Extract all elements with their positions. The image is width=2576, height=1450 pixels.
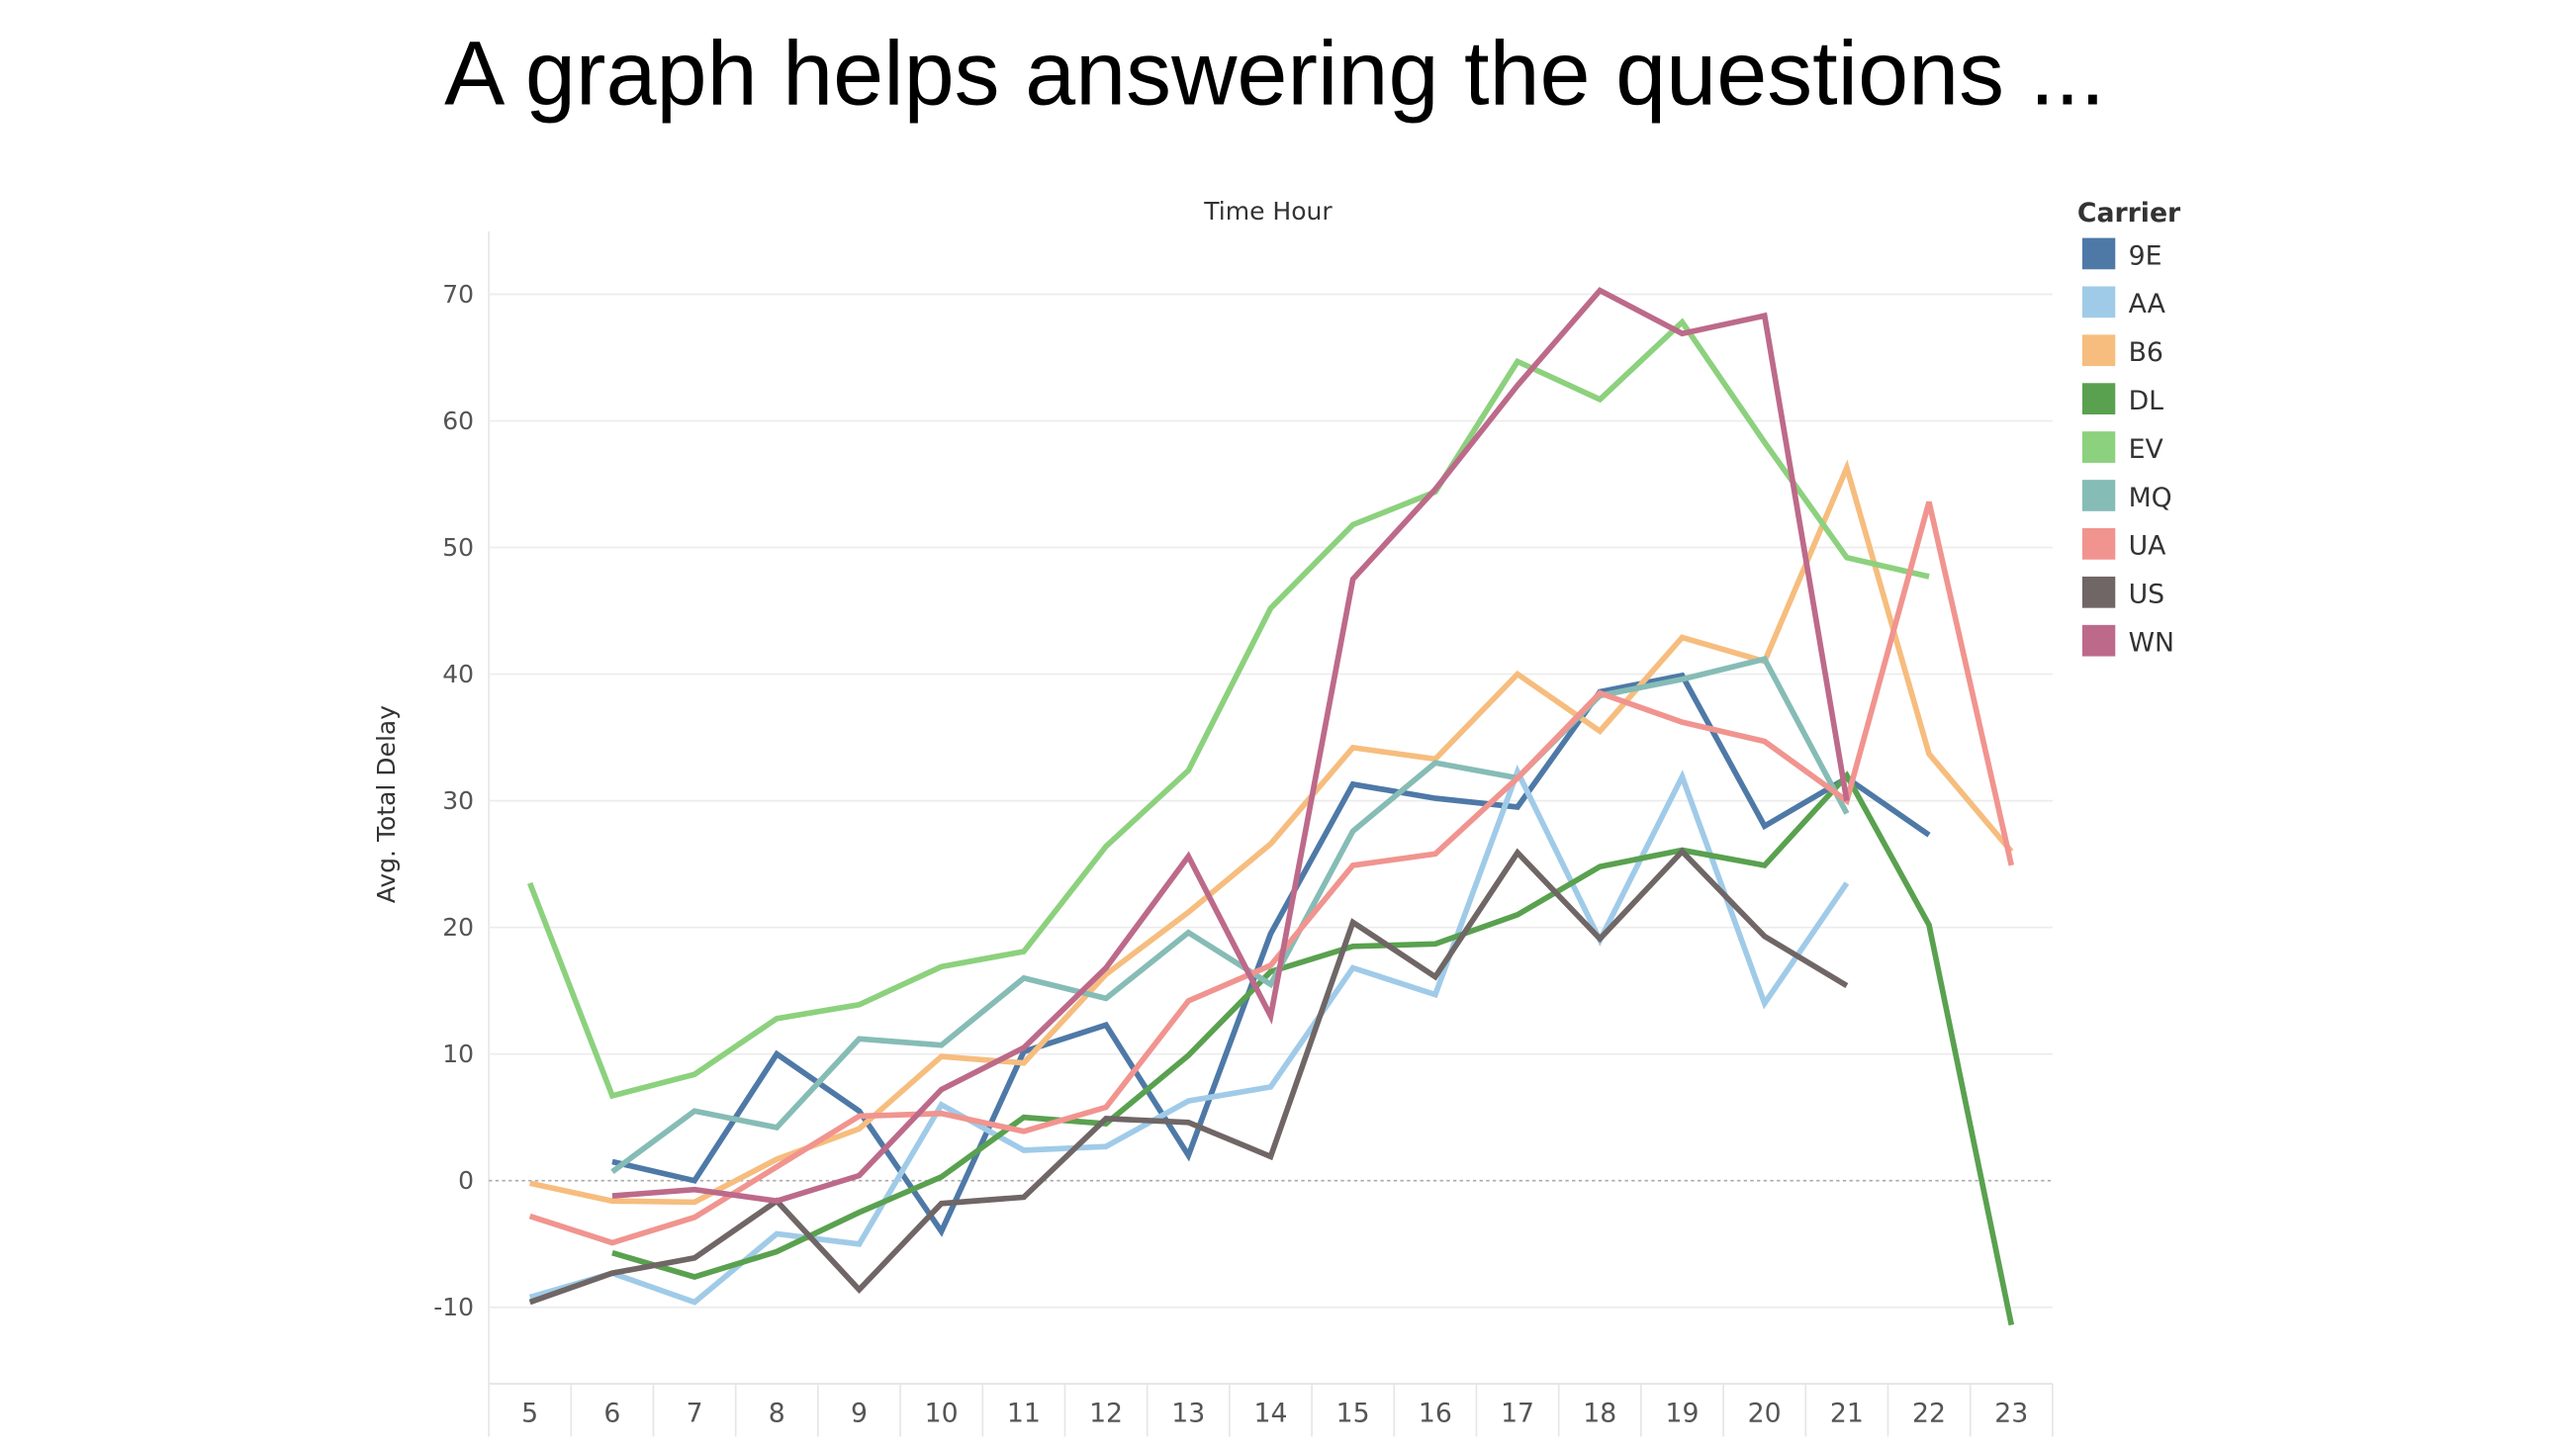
y-tick-label: 0 xyxy=(458,1166,474,1195)
series-line-us xyxy=(528,847,1849,1306)
legend-swatch-us xyxy=(2081,576,2116,608)
x-tick-label: 21 xyxy=(1830,1398,1864,1428)
x-tick-label: 9 xyxy=(851,1398,868,1428)
x-tick-label: 14 xyxy=(1253,1398,1287,1428)
x-tick-label: 19 xyxy=(1665,1398,1699,1428)
x-tick-label: 13 xyxy=(1171,1398,1205,1428)
legend-label-aa: AA xyxy=(2129,289,2166,319)
x-tick-label: 15 xyxy=(1336,1398,1370,1428)
legend-swatch-mq xyxy=(2081,480,2116,511)
y-tick-label: -10 xyxy=(433,1293,474,1321)
x-tick-label: 5 xyxy=(521,1398,538,1428)
series-line-mq xyxy=(610,655,1850,1174)
legend-swatch-wn xyxy=(2081,624,2116,657)
legend-label-9e: 9E xyxy=(2129,240,2162,271)
legend-swatch-ua xyxy=(2081,528,2116,560)
series-line-ua xyxy=(528,500,2015,1246)
x-tick-label: 22 xyxy=(1912,1398,1946,1428)
legend-label-dl: DL xyxy=(2129,386,2164,416)
x-tick-label: 6 xyxy=(603,1398,620,1428)
legend-label-us: US xyxy=(2129,580,2164,610)
x-axis: 5 6 7 8 9 10 11 12 13 14 15 16 17 18 19 20 21 22 23 xyxy=(488,1383,2054,1437)
x-tick-label: 20 xyxy=(1748,1398,1782,1428)
legend-swatch-b6 xyxy=(2081,334,2116,367)
x-tick-label: 17 xyxy=(1501,1398,1534,1428)
x-tick-label: 23 xyxy=(1994,1398,2028,1428)
legend-swatch-9e xyxy=(2081,237,2116,270)
legend-label-wn: WN xyxy=(2129,628,2174,659)
grid xyxy=(488,230,2053,1385)
y-tick-label: 50 xyxy=(442,533,474,562)
slide-title: A graph helps answering the questions ..… xyxy=(444,23,2105,124)
x-tick-label: 8 xyxy=(769,1398,785,1428)
legend-label-b6: B6 xyxy=(2129,337,2163,368)
y-axis: -10 0 10 20 30 40 50 60 70 xyxy=(433,280,474,1321)
legend-label-mq: MQ xyxy=(2129,483,2172,513)
x-tick-label: 18 xyxy=(1583,1398,1616,1428)
x-tick-label: 7 xyxy=(687,1398,703,1428)
chart-title: Time Hour xyxy=(1203,197,1333,226)
legend-swatch-aa xyxy=(2081,286,2116,318)
y-axis-label: Avg. Total Delay xyxy=(372,705,401,904)
series-line-wn xyxy=(611,287,1850,1205)
legend-swatch-ev xyxy=(2081,431,2116,463)
x-tick-label: 10 xyxy=(925,1398,959,1428)
y-tick-label: 70 xyxy=(442,280,474,309)
x-tick-label: 12 xyxy=(1089,1398,1123,1428)
legend-swatch-dl xyxy=(2081,383,2116,415)
y-tick-label: 30 xyxy=(442,786,474,815)
y-tick-label: 20 xyxy=(442,913,474,942)
series-lines xyxy=(527,287,2015,1326)
y-tick-label: 40 xyxy=(442,660,474,688)
series-line-dl xyxy=(611,770,2015,1326)
series-line-aa xyxy=(528,765,1850,1306)
legend-title: Carrier xyxy=(2077,198,2181,228)
y-tick-label: 60 xyxy=(442,407,474,435)
legend-label-ua: UA xyxy=(2129,531,2167,562)
x-tick-label: 16 xyxy=(1419,1398,1452,1428)
x-tick-label: 11 xyxy=(1007,1398,1041,1428)
legend-label-ev: EV xyxy=(2129,434,2164,465)
legend: Carrier 9E AA B6 DL EV MQ UA US WN xyxy=(2077,198,2181,659)
y-tick-label: 10 xyxy=(442,1040,474,1068)
series-line-9e xyxy=(611,672,1931,1237)
series-line-ev xyxy=(527,317,1930,1100)
